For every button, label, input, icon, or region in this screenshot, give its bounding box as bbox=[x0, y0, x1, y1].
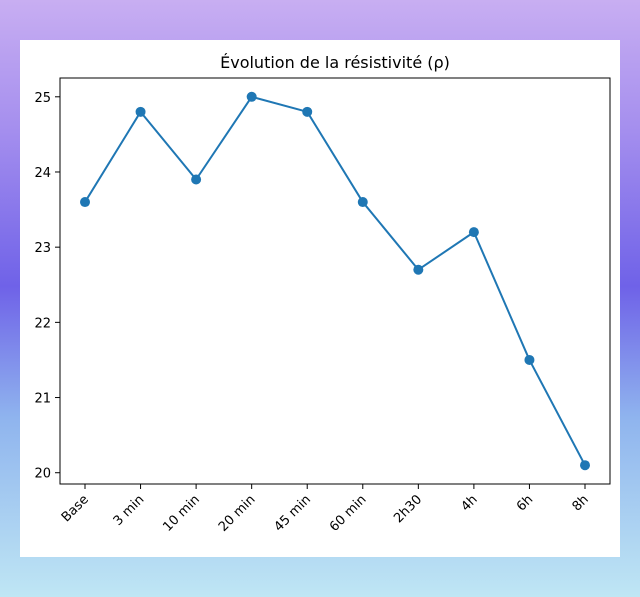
y-tick-label: 20 bbox=[34, 467, 51, 482]
x-tick-label: 60 min bbox=[327, 492, 370, 535]
x-tick-label: 6h bbox=[514, 492, 536, 514]
data-point bbox=[246, 91, 257, 102]
data-point bbox=[580, 460, 590, 471]
plot-area-frame bbox=[59, 77, 611, 485]
x-tick-label: 4h bbox=[458, 492, 480, 514]
x-tick-label: 45 min bbox=[271, 492, 314, 535]
x-tick-label: Base bbox=[59, 492, 92, 525]
data-point bbox=[413, 264, 424, 275]
x-tick-label: 8h bbox=[570, 492, 592, 514]
y-tick-label: 23 bbox=[34, 241, 51, 256]
x-tick-label: 2h30 bbox=[391, 492, 425, 526]
data-point bbox=[80, 197, 90, 208]
line-chart: Évolution de la résistivité (ρ) 20 21 22 23… bbox=[34, 53, 611, 535]
x-tick-label: 10 min bbox=[160, 492, 203, 535]
y-tick-label: 24 bbox=[34, 166, 51, 181]
data-point bbox=[135, 106, 146, 117]
y-tick-label: 25 bbox=[34, 91, 51, 106]
x-tick-label: 3 min bbox=[111, 492, 148, 529]
y-tick-label: 22 bbox=[34, 316, 51, 331]
chart-title: Évolution de la résistivité (ρ) bbox=[220, 53, 450, 72]
data-point bbox=[302, 106, 313, 117]
x-tick-label: 20 min bbox=[216, 492, 259, 535]
chart-card: Évolution de la résistivité (ρ) 20 21 22 23… bbox=[20, 40, 620, 557]
data-point bbox=[357, 197, 368, 208]
series-line bbox=[84, 95, 586, 466]
y-tick-label: 21 bbox=[34, 392, 51, 407]
x-axis: Base 3 min 10 min 20 min 45 min 60 min 2h30 4h 6… bbox=[59, 484, 592, 535]
y-axis: 20 21 22 23 24 25 bbox=[34, 91, 60, 482]
data-point bbox=[468, 227, 479, 238]
data-point bbox=[191, 174, 202, 185]
data-point bbox=[524, 354, 535, 365]
series-layer bbox=[80, 91, 590, 471]
